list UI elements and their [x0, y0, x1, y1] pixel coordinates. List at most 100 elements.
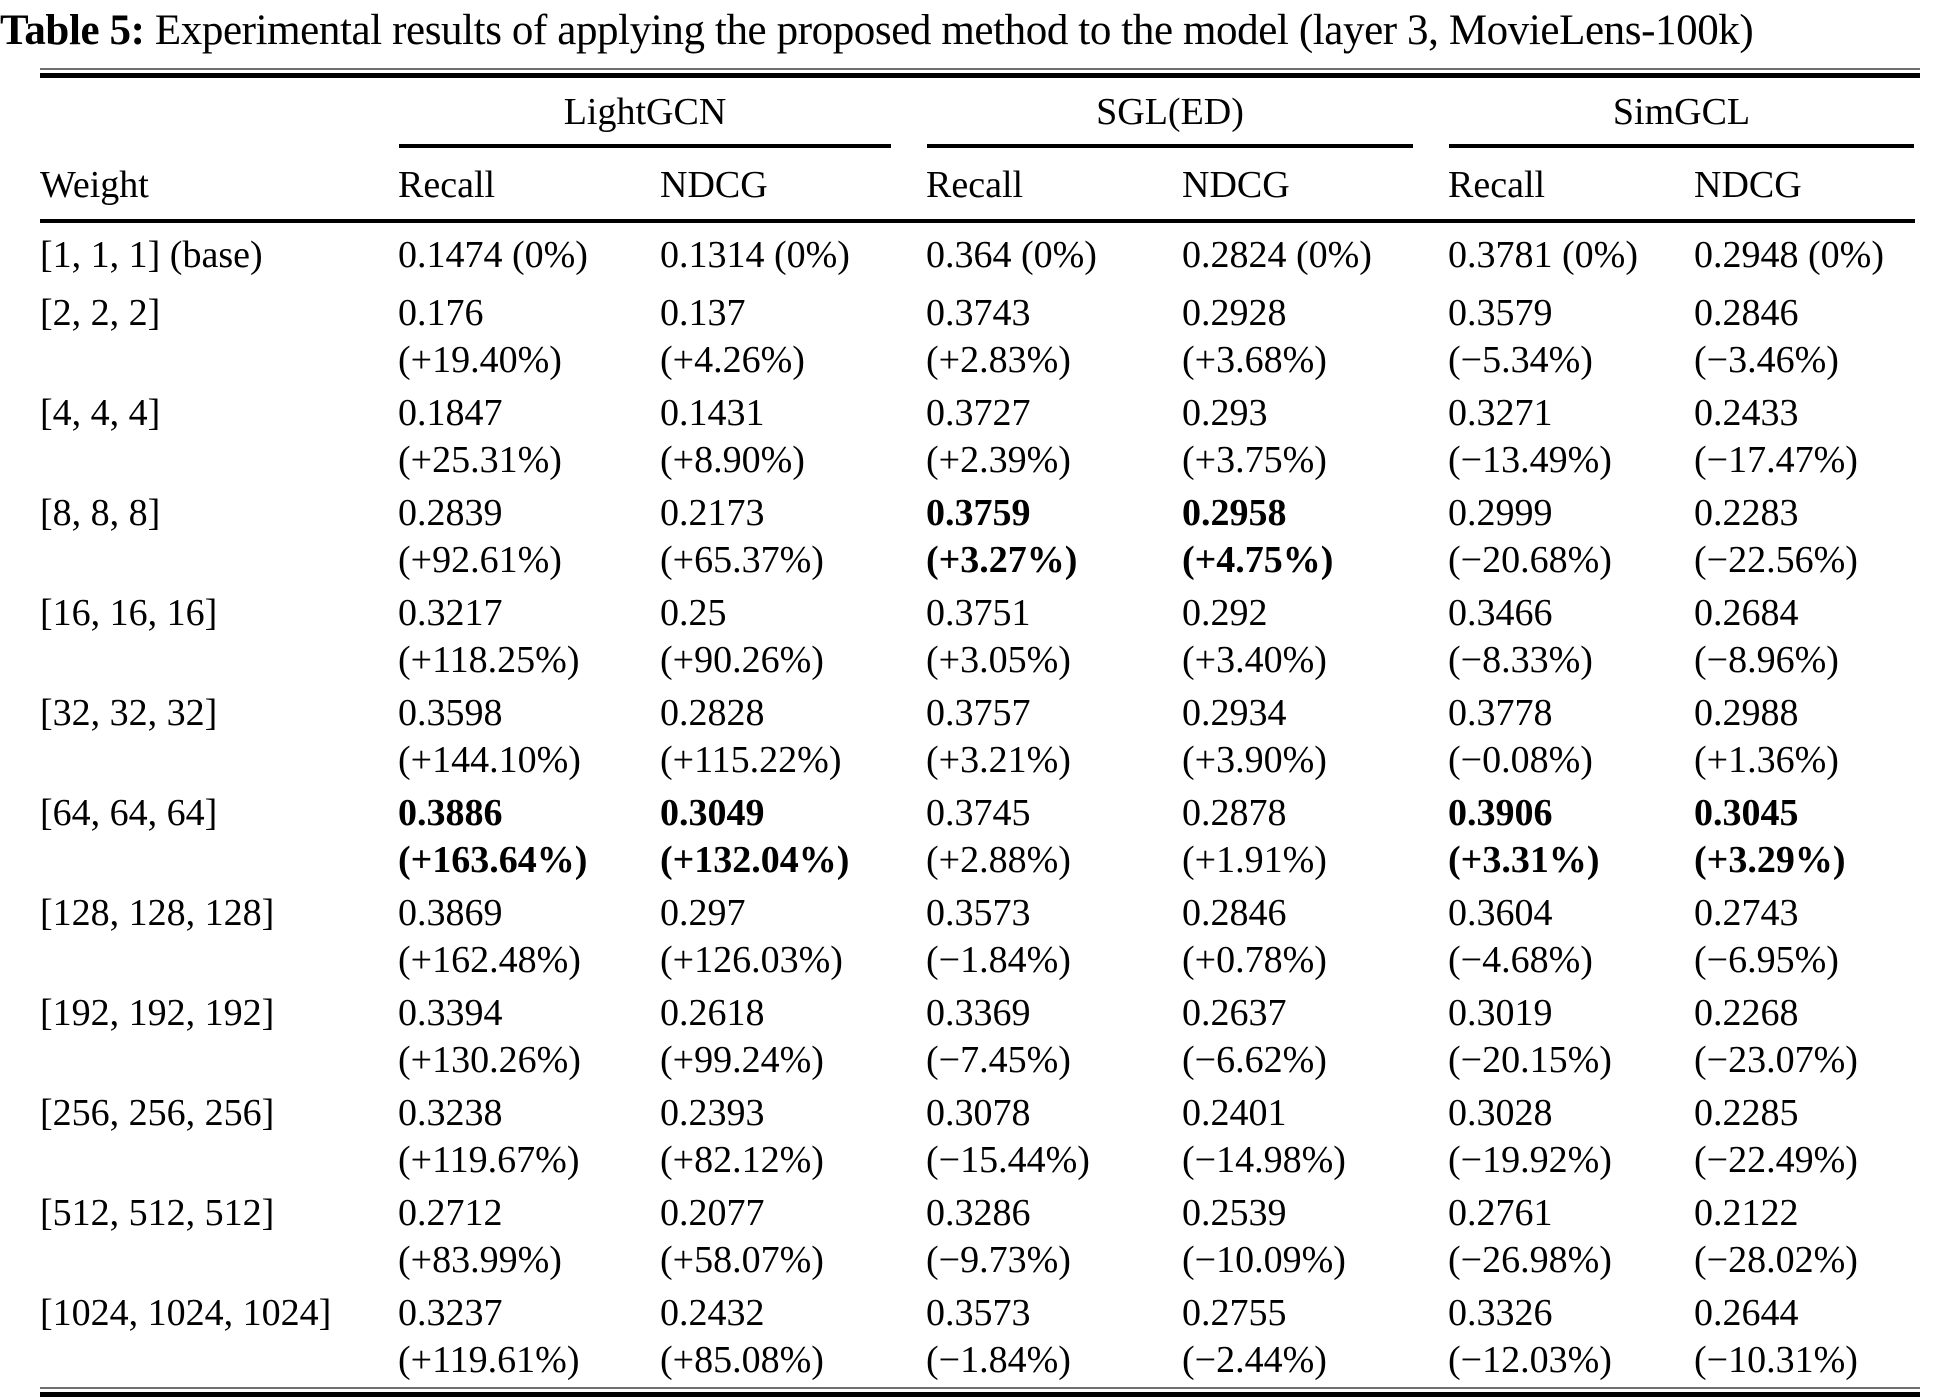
metric-cell: 0.3573 (−1.84%)	[926, 1287, 1182, 1387]
metric-cell: 0.2285 (−22.49%)	[1694, 1087, 1915, 1187]
metric-cell: 0.2173 (+65.37%)	[660, 487, 926, 587]
metric-value: 0.293	[1182, 392, 1268, 434]
weight-cell: [64, 64, 64]	[40, 792, 218, 834]
table-row: [256, 256, 256] 0.3238 (+119.67%) 0.2393 (+8…	[40, 1087, 1915, 1187]
col-header-lightgcn-ndcg: NDCG	[660, 149, 926, 223]
group-label-sgled: SGL(ED)	[927, 88, 1414, 148]
metric-percent-change: (+58.07%)	[660, 1239, 824, 1281]
metric-value: 0.2743	[1694, 892, 1799, 934]
metric-cell: 0.25 (+90.26%)	[660, 587, 926, 687]
metric-percent-change: (+2.83%)	[926, 339, 1071, 381]
metric-cell: 0.2122 (−28.02%)	[1694, 1187, 1915, 1287]
metric-percent-change: (−4.68%)	[1448, 939, 1593, 981]
metric-value: 0.3217	[398, 592, 503, 634]
metric-value: 0.2644	[1694, 1292, 1799, 1334]
metric-cell: 0.3579 (−5.34%)	[1448, 287, 1694, 387]
metric-percent-change: (−0.08%)	[1448, 739, 1593, 781]
metric-percent-change: (+1.36%)	[1694, 739, 1839, 781]
metric-value: 0.2122	[1694, 1192, 1799, 1234]
table-caption-number: Table 5:	[0, 7, 145, 54]
metric-cell: 0.2958 (+4.75%)	[1182, 487, 1448, 587]
metric-cell: 0.3078 (−15.44%)	[926, 1087, 1182, 1187]
metric-percent-change: (−23.07%)	[1694, 1039, 1858, 1081]
metric-value: 0.1847	[398, 392, 503, 434]
metric-cell: 0.2644 (−10.31%)	[1694, 1287, 1915, 1387]
metric-cell: 0.3604 (−4.68%)	[1448, 887, 1694, 987]
metric-percent-change: (+3.29%)	[1694, 839, 1846, 881]
metric-cell: 0.1474 (0%)	[398, 221, 660, 287]
metric-value: 0.2637	[1182, 992, 1287, 1034]
metric-value: 0.3019	[1448, 992, 1553, 1034]
metric-percent-change: (−6.95%)	[1694, 939, 1839, 981]
metric-percent-change: (−19.92%)	[1448, 1139, 1612, 1181]
metric-value: 0.3579	[1448, 292, 1553, 334]
metric-cell: 0.3237 (+119.61%)	[398, 1287, 660, 1387]
metric-value: 0.2285	[1694, 1092, 1799, 1134]
metric-percent-change: (+3.40%)	[1182, 639, 1327, 681]
weight-cell: [16, 16, 16]	[40, 592, 218, 634]
weight-cell: [256, 256, 256]	[40, 1092, 275, 1134]
metric-value: 0.2433	[1694, 392, 1799, 434]
metric-value: 0.25	[660, 592, 727, 634]
metric-percent-change: (+126.03%)	[660, 939, 843, 981]
weight-cell: [32, 32, 32]	[40, 692, 218, 734]
metric-value: 0.3573	[926, 1292, 1031, 1334]
metric-cell: 0.2755 (−2.44%)	[1182, 1287, 1448, 1387]
metric-value: 0.3286	[926, 1192, 1031, 1234]
metric-percent-change: (−2.44%)	[1182, 1339, 1327, 1381]
weight-cell: [192, 192, 192]	[40, 992, 275, 1034]
metric-cell: 0.364 (0%)	[926, 221, 1182, 287]
metric-percent-change: (+119.61%)	[398, 1339, 580, 1381]
table-caption-text: Experimental results of applying the pro…	[144, 7, 1754, 54]
metric-percent-change: (−20.15%)	[1448, 1039, 1612, 1081]
metric-value: 0.3906	[1448, 792, 1553, 834]
metric-percent-change: (+3.21%)	[926, 739, 1071, 781]
table-row: [16, 16, 16] 0.3217 (+118.25%) 0.25 (+90.26%…	[40, 587, 1915, 687]
metric-cell: 0.1847 (+25.31%)	[398, 387, 660, 487]
metric-value: 0.3049	[660, 792, 765, 834]
metric-value: 0.176	[398, 292, 484, 334]
metric-cell: 0.1431 (+8.90%)	[660, 387, 926, 487]
metric-cell: 0.2846 (−3.46%)	[1694, 287, 1915, 387]
metric-cell: 0.2988 (+1.36%)	[1694, 687, 1915, 787]
metric-cell: 0.292 (+3.40%)	[1182, 587, 1448, 687]
results-table-body: [1, 1, 1] (base) 0.1474 (0%) 0.1314 (0%) 0.…	[40, 221, 1915, 1387]
metric-value: 0.2846	[1694, 292, 1799, 334]
metric-cell: 0.2928 (+3.68%)	[1182, 287, 1448, 387]
metric-percent-change: (−28.02%)	[1694, 1239, 1858, 1281]
metric-value: 0.3369	[926, 992, 1031, 1034]
metric-cell: 0.2432 (+85.08%)	[660, 1287, 926, 1387]
metric-cell: 0.3045 (+3.29%)	[1694, 787, 1915, 887]
metric-cell: 0.137 (+4.26%)	[660, 287, 926, 387]
col-header-lightgcn-recall: Recall	[398, 149, 660, 223]
table-header: LightGCN SGL(ED) SimGCL Weight Recall ND…	[40, 78, 1916, 223]
table-caption: Table 5: Experimental results of applyin…	[0, 0, 1954, 68]
metric-cell: 0.3019 (−20.15%)	[1448, 987, 1694, 1087]
metric-percent-change: (+3.75%)	[1182, 439, 1327, 481]
metric-value: 0.2684	[1694, 592, 1799, 634]
metric-percent-change: (−9.73%)	[926, 1239, 1071, 1281]
metric-value: 0.2539	[1182, 1192, 1287, 1234]
metric-cell: 0.3369 (−7.45%)	[926, 987, 1182, 1087]
metric-value: 0.3237	[398, 1292, 503, 1334]
metric-value: 0.2928	[1182, 292, 1287, 334]
metric-cell: 0.2618 (+99.24%)	[660, 987, 926, 1087]
metric-percent-change: (+3.27%)	[926, 539, 1078, 581]
metric-value: 0.2712	[398, 1192, 503, 1234]
metric-value: 0.2948 (0%)	[1694, 234, 1884, 276]
metric-cell: 0.297 (+126.03%)	[660, 887, 926, 987]
column-header-row: Weight Recall NDCG Recall NDCG Recall ND…	[40, 149, 1916, 223]
metric-cell: 0.2712 (+83.99%)	[398, 1187, 660, 1287]
metric-cell: 0.3906 (+3.31%)	[1448, 787, 1694, 887]
metric-percent-change: (+2.88%)	[926, 839, 1071, 881]
metric-percent-change: (−12.03%)	[1448, 1339, 1612, 1381]
metric-cell: 0.2999 (−20.68%)	[1448, 487, 1694, 587]
metric-percent-change: (+8.90%)	[660, 439, 805, 481]
metric-percent-change: (+115.22%)	[660, 739, 842, 781]
metric-cell: 0.2761 (−26.98%)	[1448, 1187, 1694, 1287]
group-header-sgled: SGL(ED)	[926, 78, 1448, 149]
metric-value: 0.3743	[926, 292, 1031, 334]
metric-cell: 0.3217 (+118.25%)	[398, 587, 660, 687]
metric-cell: 0.2948 (0%)	[1694, 221, 1915, 287]
